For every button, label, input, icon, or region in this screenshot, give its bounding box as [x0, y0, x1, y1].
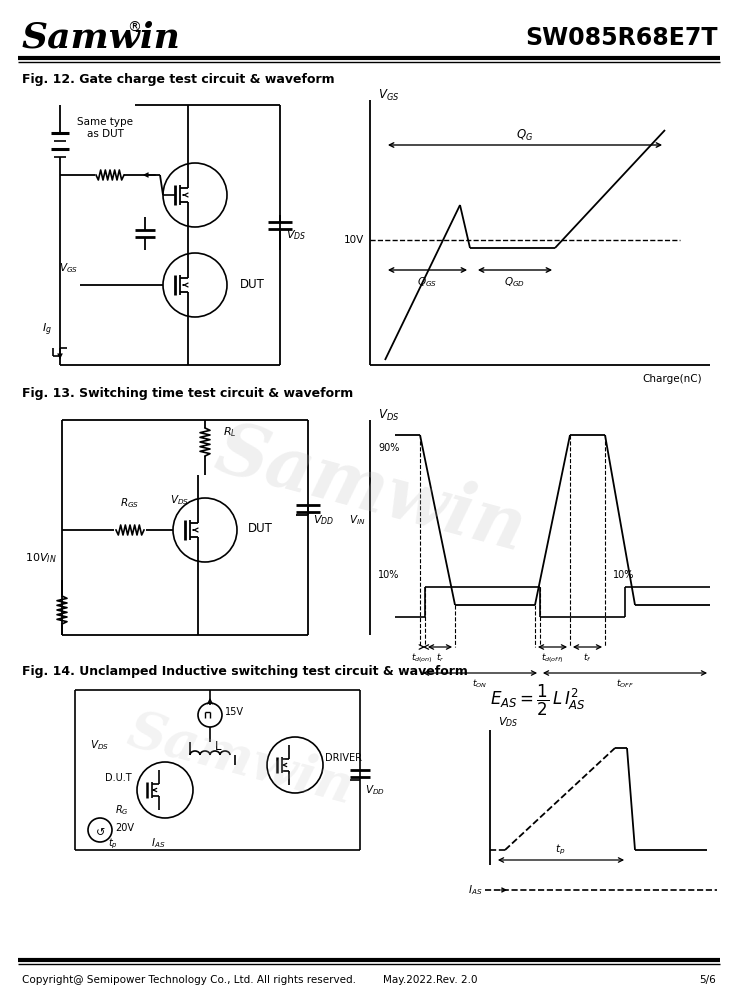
Text: $\circlearrowleft$: $\circlearrowleft$: [93, 827, 106, 837]
Text: $t_{ON}$: $t_{ON}$: [472, 678, 488, 690]
Text: $R_{GS}$: $R_{GS}$: [120, 496, 139, 510]
Text: L: L: [215, 740, 221, 754]
Text: Samwin: Samwin: [122, 705, 359, 815]
Text: $V_{DS}$: $V_{DS}$: [90, 738, 109, 752]
Text: 10%: 10%: [613, 570, 635, 580]
Text: 15V: 15V: [225, 707, 244, 717]
Text: $Q_{GS}$: $Q_{GS}$: [417, 275, 437, 289]
Text: $V_{GS}$: $V_{GS}$: [59, 261, 78, 275]
Text: Copyright@ Semipower Technology Co., Ltd. All rights reserved.: Copyright@ Semipower Technology Co., Ltd…: [22, 975, 356, 985]
Text: D.U.T: D.U.T: [106, 773, 132, 783]
Text: May.2022.Rev. 2.0: May.2022.Rev. 2.0: [383, 975, 477, 985]
Text: $t_r$: $t_r$: [435, 652, 444, 664]
Text: $I_{AS}$: $I_{AS}$: [468, 883, 482, 897]
Text: 20V: 20V: [115, 823, 134, 833]
Text: Fig. 12. Gate charge test circuit & waveform: Fig. 12. Gate charge test circuit & wave…: [22, 74, 334, 87]
Text: SW085R68E7T: SW085R68E7T: [525, 26, 718, 50]
Text: DRIVER: DRIVER: [325, 753, 362, 763]
Text: $E_{AS} = \dfrac{1}{2}\,L\,I_{AS}^{2}$: $E_{AS} = \dfrac{1}{2}\,L\,I_{AS}^{2}$: [490, 682, 586, 718]
Text: 10V: 10V: [344, 235, 364, 245]
Text: $V_{DS}$: $V_{DS}$: [286, 228, 306, 242]
Text: $Q_G$: $Q_G$: [517, 127, 534, 143]
Text: $V_{IN}$: $V_{IN}$: [348, 513, 365, 527]
Text: Charge(nC): Charge(nC): [642, 374, 702, 384]
Text: $t_f$: $t_f$: [583, 652, 591, 664]
Text: $V_{DS}$: $V_{DS}$: [498, 715, 518, 729]
Text: $t_p$: $t_p$: [108, 837, 118, 851]
Text: $I_{AS}$: $I_{AS}$: [151, 836, 165, 850]
Text: $V_{GS}$: $V_{GS}$: [378, 87, 399, 103]
Text: $V_{DD}$: $V_{DD}$: [313, 513, 334, 527]
Text: ®: ®: [127, 21, 141, 35]
Text: $I_g$: $I_g$: [42, 322, 52, 338]
Text: 90%: 90%: [378, 443, 399, 453]
Text: 5/6: 5/6: [699, 975, 716, 985]
Text: $R_L$: $R_L$: [223, 425, 237, 439]
Text: DUT: DUT: [248, 522, 273, 534]
Text: $t_{d(on)}$: $t_{d(on)}$: [411, 651, 433, 665]
Text: Samwin: Samwin: [22, 21, 181, 55]
Text: Fig. 14. Unclamped Inductive switching test circuit & waveform: Fig. 14. Unclamped Inductive switching t…: [22, 666, 468, 678]
Text: Samwin: Samwin: [207, 415, 533, 565]
Text: $V_{DD}$: $V_{DD}$: [365, 783, 385, 797]
Text: $10V_{IN}$: $10V_{IN}$: [25, 551, 57, 565]
Text: $V_{DS}$: $V_{DS}$: [170, 493, 189, 507]
Text: $Q_{GD}$: $Q_{GD}$: [505, 275, 525, 289]
Text: 10%: 10%: [378, 570, 399, 580]
Text: $R_G$: $R_G$: [115, 803, 128, 817]
Text: $t_p$: $t_p$: [555, 843, 565, 857]
Text: $V_{DS}$: $V_{DS}$: [378, 407, 399, 423]
Text: $t_{d(off)}$: $t_{d(off)}$: [541, 651, 563, 665]
Text: $t_{OFF}$: $t_{OFF}$: [616, 678, 634, 690]
Text: DUT: DUT: [240, 278, 265, 292]
Text: Same type
as DUT: Same type as DUT: [77, 117, 133, 139]
Text: Fig. 13. Switching time test circuit & waveform: Fig. 13. Switching time test circuit & w…: [22, 386, 354, 399]
